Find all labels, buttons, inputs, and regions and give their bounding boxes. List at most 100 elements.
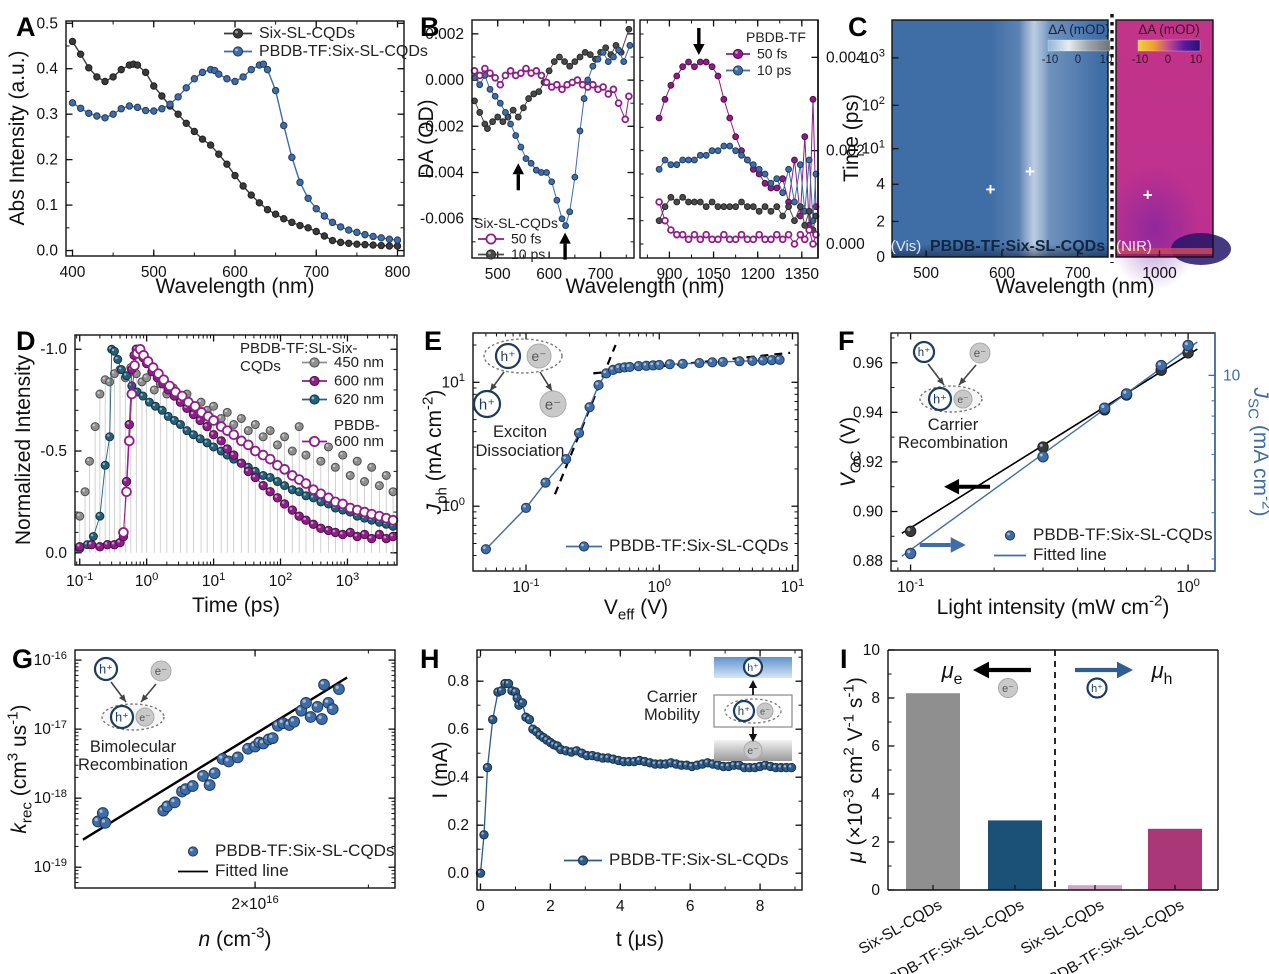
svg-text:-0.5: -0.5 [40, 443, 67, 460]
legend: PBDB-TF:Six-SL-CQDs [566, 536, 788, 555]
svg-text:4: 4 [876, 176, 885, 193]
electron-icon: e⁻ [953, 389, 973, 409]
svg-text:H: H [420, 644, 440, 674]
svg-text:+: + [1025, 162, 1035, 181]
svg-text:Wavelength (nm): Wavelength (nm) [995, 275, 1154, 298]
axis-ticks: 0 2 4 6 8 10 [863, 642, 895, 899]
svg-text:e⁻: e⁻ [545, 396, 561, 413]
svg-text:101: 101 [862, 138, 885, 157]
annotation-arrow [919, 537, 966, 553]
hole-icon: h⁺ [93, 656, 119, 682]
svg-text:Normalized Intensity: Normalized Intensity [12, 354, 35, 545]
electron-icon: e⁻ [150, 660, 172, 682]
svg-text:102: 102 [269, 571, 292, 590]
svg-text:1200: 1200 [740, 266, 775, 283]
svg-text:1000: 1000 [1142, 265, 1177, 282]
svg-text:e⁻: e⁻ [760, 706, 770, 716]
series-pbdb-600-nm [118, 343, 399, 538]
svg-text:h⁺: h⁺ [1091, 683, 1103, 695]
panel-h: 0 2 4 6 8 0.0 0.2 0.4 0.6 0.8 PBDB-TF:Six-SL-CQDs t… [429, 649, 803, 951]
bar-3 [1148, 828, 1202, 890]
vis-label: (Vis) [891, 238, 922, 255]
svg-text:0: 0 [476, 898, 485, 915]
series-six-sl-cqds-50-fs [655, 198, 820, 248]
svg-text:1050: 1050 [696, 266, 731, 283]
svg-text:+: + [1143, 185, 1153, 204]
panel-letter-i: I [840, 644, 848, 674]
svg-text:0.4: 0.4 [447, 769, 469, 786]
svg-text:Six-SL-CQDs: Six-SL-CQDs [474, 215, 558, 231]
x-axis-label: Wavelength (nm) [565, 275, 724, 298]
svg-text:Wavelength (nm): Wavelength (nm) [155, 275, 314, 298]
hole-icon: h⁺ [109, 704, 135, 730]
x-axis-label: Wavelength (nm) [155, 275, 314, 298]
svg-text:0.5: 0.5 [36, 15, 58, 32]
panel-letter-f: F [838, 326, 855, 356]
y-axis-label: Normalized Intensity [12, 354, 35, 545]
svg-text:h⁺: h⁺ [933, 393, 947, 407]
svg-text:600 nm: 600 nm [334, 373, 384, 390]
svg-text:800: 800 [385, 264, 411, 281]
svg-text:h⁺: h⁺ [99, 663, 113, 677]
y-axis-label: Time (ps) [840, 94, 863, 182]
svg-text:400: 400 [60, 264, 86, 281]
svg-text:C: C [848, 12, 868, 42]
electron-icon: e⁻ [526, 343, 552, 369]
electron-icon: e⁻ [539, 390, 567, 418]
annotation-arrow [944, 478, 991, 495]
svg-text:600: 600 [536, 266, 562, 283]
panel-i: 0246810Six-SL-CQDsPBDB-TF:Six-SL-CQDsSix… [841, 642, 1219, 974]
legend: PBDB-TF:SL-Six-CQDs [240, 340, 358, 375]
axis-ticks: 10-1 100 101 100 101 [442, 333, 804, 596]
svg-text:0.3: 0.3 [36, 106, 58, 123]
panel-letter-d: D [16, 326, 36, 356]
svg-text:PBDB-TF:Six-SL-CQDs: PBDB-TF:Six-SL-CQDs [930, 238, 1105, 255]
svg-text:Carrier: Carrier [647, 688, 698, 706]
bar-1 [988, 820, 1042, 890]
series-pbdb-tf-10-ps [655, 142, 820, 225]
svg-text:Mobility: Mobility [644, 706, 701, 724]
x-axis-label: Light intensity (mW cm-2) [937, 593, 1170, 619]
svg-text:-0.006: -0.006 [420, 211, 464, 228]
svg-text:(Vis): (Vis) [891, 238, 922, 255]
svg-text:A: A [16, 12, 36, 42]
panel-a: 400 500 600 700 800 0.0 0.1 0.2 0.3 0.4 0.5 Six-SL-… [6, 15, 428, 298]
svg-text:2×1016: 2×1016 [231, 894, 278, 913]
svg-text:h⁺: h⁺ [479, 396, 495, 413]
axis-ticks: 10-1 100 101 102 103 -1.0 -0.5 0.0 [40, 335, 397, 590]
x-axis-label: t (μs) [616, 928, 664, 951]
svg-text:10: 10 [1223, 367, 1241, 384]
svg-text:PBDB-: PBDB- [334, 417, 380, 434]
svg-text:B: B [420, 12, 440, 42]
svg-text:2: 2 [876, 213, 885, 230]
svg-text:100: 100 [648, 577, 671, 596]
panel-d: 10-1 100 101 102 103 -1.0 -0.5 0.0 PBDB-TF:SL-Si… [12, 334, 399, 617]
svg-text:1350: 1350 [785, 266, 820, 283]
y-axis-label: Abs Intensity (a.u.) [6, 50, 29, 225]
svg-text:μe: μe [941, 658, 963, 688]
electron-icon: e⁻ [743, 740, 763, 760]
svg-text:0.2: 0.2 [36, 152, 58, 169]
svg-text:Time (ps): Time (ps) [192, 594, 280, 617]
panel-letter-g: G [12, 644, 33, 674]
x-axis-label: Time (ps) [192, 594, 280, 617]
svg-text:50 fs: 50 fs [511, 231, 541, 247]
electron-icon: e⁻ [756, 702, 774, 720]
svg-text:e⁻: e⁻ [1002, 683, 1014, 695]
panel-e: 10-1 100 101 100 101 PBDB-TF:Six-SL-CQDs Veff … [420, 332, 804, 624]
svg-text:h⁺: h⁺ [918, 347, 930, 359]
axis-ticks: 900 1050 1200 1350 0.004 0.002 0.000 [640, 20, 865, 283]
svg-text:ΔA (mOD): ΔA (mOD) [1138, 22, 1200, 37]
svg-text:100: 100 [135, 571, 158, 590]
panel-c: + + +0 2 4 101 102 103 500 600 700 1000 ΔA (mOD) -10 0… [840, 14, 1231, 298]
y-axis-label: I (mA) [429, 741, 452, 798]
svg-text:8: 8 [871, 690, 880, 707]
svg-text:10: 10 [1190, 54, 1203, 66]
